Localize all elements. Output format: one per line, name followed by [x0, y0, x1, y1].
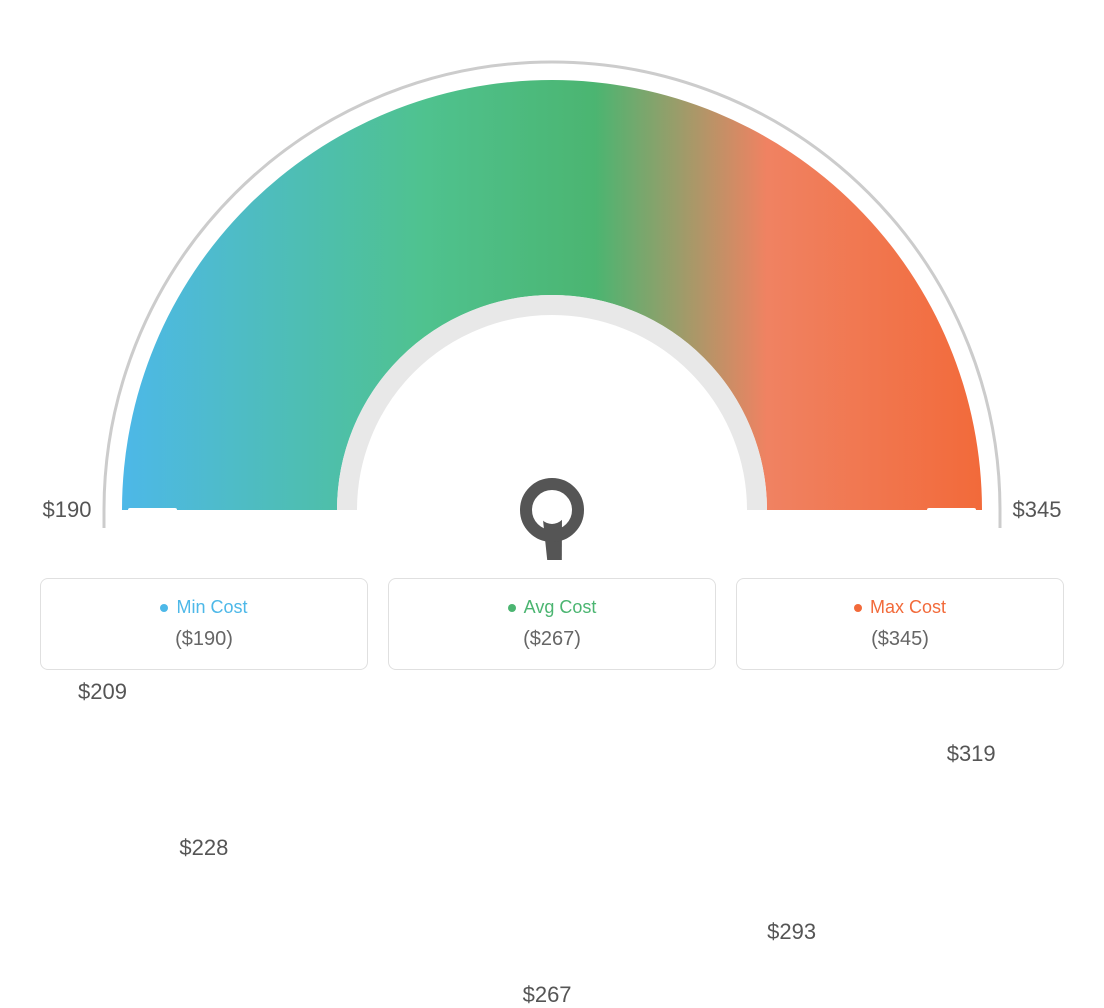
max-cost-value: ($345) [747, 628, 1053, 651]
avg-cost-label: Avg Cost [508, 597, 597, 618]
gauge-tick-label: $293 [767, 919, 816, 945]
gauge-chart: $190$209$228$267$293$319$345 [0, 0, 1104, 560]
dot-icon [160, 604, 168, 612]
avg-cost-value: ($267) [399, 628, 705, 651]
dot-icon [854, 604, 862, 612]
max-cost-label: Max Cost [854, 597, 946, 618]
max-cost-label-text: Max Cost [870, 597, 946, 618]
min-cost-label-text: Min Cost [176, 597, 247, 618]
min-cost-label: Min Cost [160, 597, 247, 618]
avg-cost-card: Avg Cost ($267) [388, 578, 716, 670]
avg-cost-label-text: Avg Cost [524, 597, 597, 618]
min-cost-value: ($190) [51, 628, 357, 651]
min-cost-card: Min Cost ($190) [40, 578, 368, 670]
summary-cards: Min Cost ($190) Avg Cost ($267) Max Cost… [40, 578, 1064, 670]
max-cost-card: Max Cost ($345) [736, 578, 1064, 670]
dot-icon [508, 604, 516, 612]
gauge-tick-label: $345 [1013, 497, 1062, 523]
cost-gauge-widget: $190$209$228$267$293$319$345 Min Cost ($… [0, 0, 1104, 690]
gauge-tick-label: $228 [179, 835, 228, 861]
gauge-tick-label: $209 [78, 679, 127, 705]
gauge-tick-label: $267 [523, 982, 572, 1008]
gauge-tick-label: $190 [43, 497, 92, 523]
gauge-tick-label: $319 [947, 741, 996, 767]
